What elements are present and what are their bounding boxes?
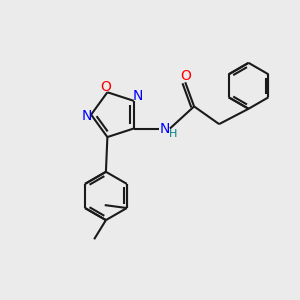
Text: N: N <box>82 109 92 123</box>
Text: N: N <box>160 122 170 136</box>
Text: O: O <box>100 80 111 94</box>
Text: H: H <box>169 129 177 139</box>
Text: O: O <box>180 69 191 83</box>
Text: N: N <box>133 88 143 103</box>
